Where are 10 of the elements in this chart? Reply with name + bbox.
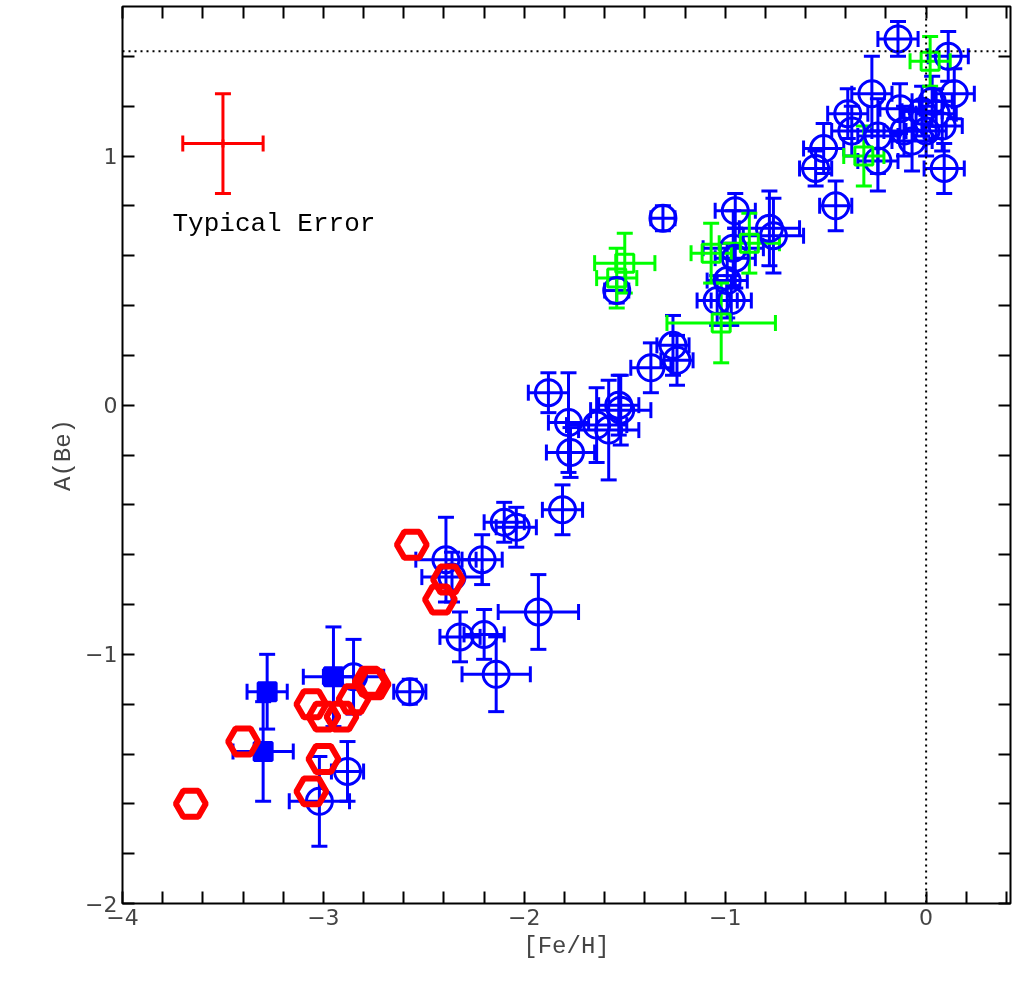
x-tick-label: −1 xyxy=(709,904,742,930)
x-tick-label: −3 xyxy=(307,904,340,930)
x-tick-label: −2 xyxy=(508,904,541,930)
x-axis-title: [Fe/H] xyxy=(523,932,610,960)
y-tick-label: 0 xyxy=(103,393,118,419)
y-axis-title: A(Be) xyxy=(50,418,78,492)
y-tick-label: −1 xyxy=(85,642,118,668)
annotation: Typical Error xyxy=(172,208,376,239)
x-tick-label: 0 xyxy=(919,904,934,930)
y-tick-label: 1 xyxy=(103,144,118,169)
